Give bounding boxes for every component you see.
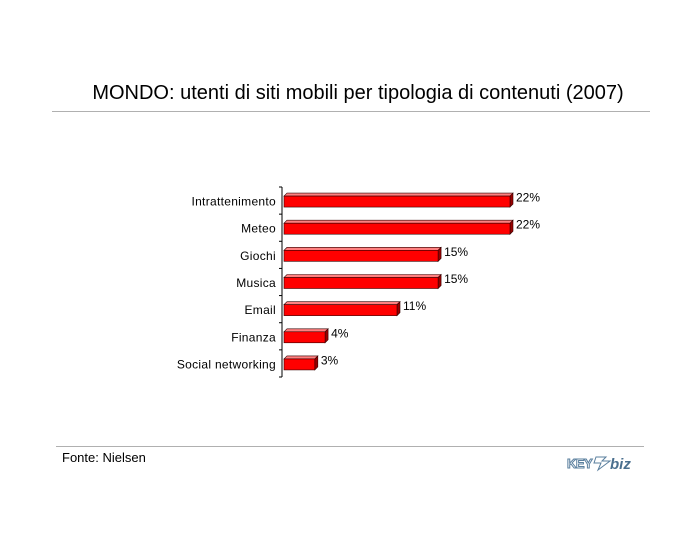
category-label: Email bbox=[244, 303, 276, 317]
key4biz-logo: KEY biz bbox=[567, 456, 632, 474]
value-label: 3% bbox=[321, 353, 339, 367]
bar-top-face bbox=[283, 355, 319, 360]
category-label: Meteo bbox=[241, 222, 276, 236]
bar-front-face bbox=[283, 222, 511, 235]
bar-front-face bbox=[283, 250, 439, 262]
bar-front-face bbox=[283, 304, 398, 316]
bar bbox=[283, 355, 319, 371]
bar-front-face bbox=[283, 195, 511, 208]
bar-top-face bbox=[283, 192, 514, 197]
bar-top-face bbox=[283, 328, 329, 333]
svg-text:KEY: KEY bbox=[567, 456, 593, 471]
bar-top-face bbox=[283, 274, 442, 278]
bar bbox=[283, 192, 514, 208]
value-label: 22% bbox=[516, 191, 540, 205]
value-label: 15% bbox=[444, 245, 468, 259]
bar-top-face bbox=[283, 301, 401, 305]
bar-front-face bbox=[283, 331, 326, 344]
value-label: 11% bbox=[403, 299, 426, 313]
bar-top-face bbox=[283, 219, 514, 224]
bar bbox=[283, 300, 401, 317]
category-label: Finanza bbox=[231, 330, 276, 344]
footer-divider bbox=[56, 446, 644, 447]
svg-text:biz: biz bbox=[610, 456, 631, 473]
source-note: Fonte: Nielsen bbox=[62, 450, 146, 465]
bar bbox=[283, 246, 442, 263]
bar-front-face bbox=[283, 277, 439, 289]
value-label: 15% bbox=[444, 272, 468, 286]
bar bbox=[283, 273, 442, 290]
category-label: Musica bbox=[236, 276, 276, 290]
category-label: Intrattenimento bbox=[191, 195, 276, 209]
title-divider bbox=[52, 111, 650, 112]
labels-group: Intrattenimento 22% Meteo 22% Giochi 15% Music… bbox=[177, 191, 541, 372]
bars-group bbox=[283, 192, 514, 371]
chart-title: MONDO: utenti di siti mobili per tipolog… bbox=[92, 82, 624, 104]
category-label: Social networking bbox=[177, 357, 276, 371]
bar bbox=[283, 328, 329, 344]
bar bbox=[283, 219, 514, 235]
bar-top-face bbox=[283, 247, 442, 251]
category-axis bbox=[279, 186, 283, 378]
category-label: Giochi bbox=[240, 249, 276, 263]
value-label: 22% bbox=[516, 218, 540, 232]
value-label: 4% bbox=[331, 326, 349, 340]
bar-front-face bbox=[283, 358, 316, 371]
